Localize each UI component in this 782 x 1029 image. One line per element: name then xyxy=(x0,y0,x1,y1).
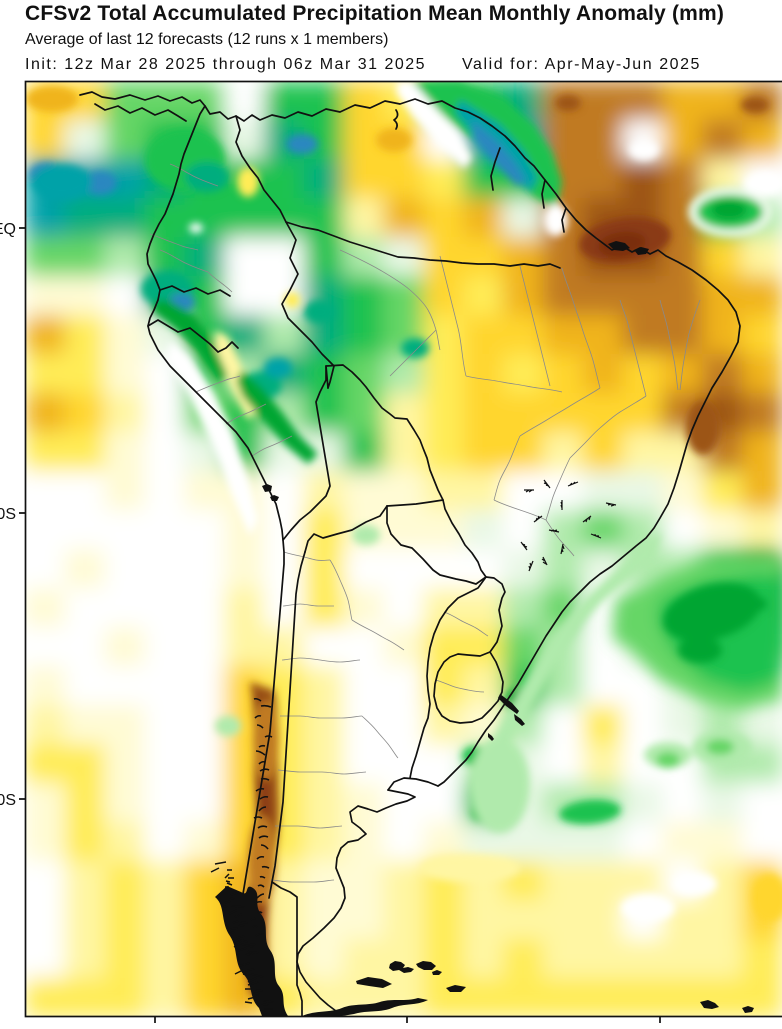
svg-text:0S: 0S xyxy=(0,792,16,809)
svg-text:EQ: EQ xyxy=(0,221,16,238)
svg-text:0S: 0S xyxy=(0,506,16,523)
